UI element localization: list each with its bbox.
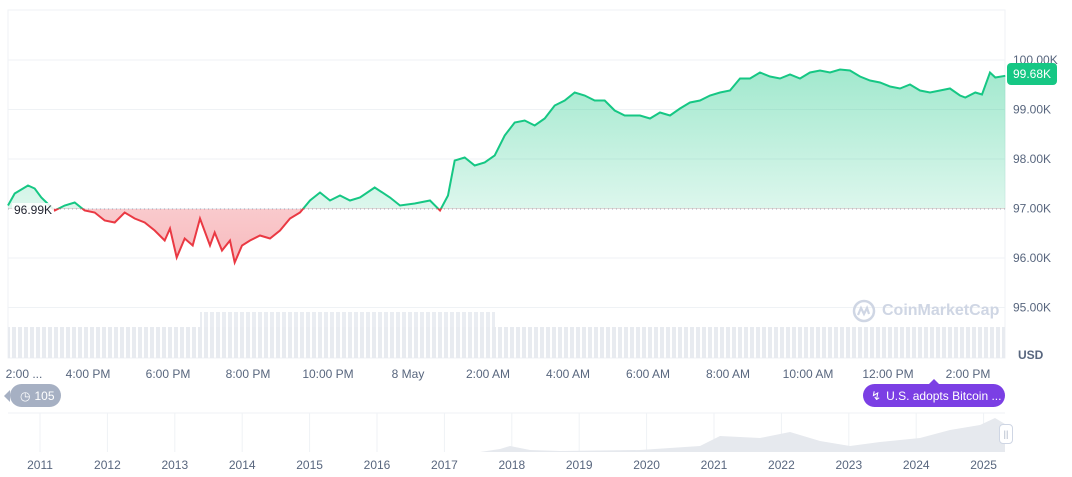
x-tick-label: 12:00 PM (862, 367, 913, 381)
x-tick-label: 6:00 AM (626, 367, 670, 381)
navigator-year-label: 2015 (296, 458, 323, 472)
lightning-icon: ↯ (871, 388, 882, 403)
navigator-year-label: 2011 (27, 458, 53, 472)
navigator-year-label: 2020 (633, 458, 660, 472)
y-tick-label: 97.00K (1013, 202, 1051, 216)
x-tick-label: 8:00 AM (706, 367, 750, 381)
navigator-year-label: 2016 (364, 458, 391, 472)
navigator-year-label: 2023 (835, 458, 862, 472)
navigator-year-label: 2024 (903, 458, 930, 472)
x-tick-label: 8:00 PM (226, 367, 271, 381)
y-tick-label: 98.00K (1013, 152, 1051, 166)
navigator-year-label: 2025 (970, 458, 997, 472)
area-below-baseline (8, 208, 1006, 263)
history-badge[interactable]: ◷ 105 (4, 384, 61, 407)
x-tick-label: 10:00 PM (302, 367, 353, 381)
y-tick-label: 95.00K (1013, 301, 1051, 315)
navigator-year-label: 2021 (701, 458, 728, 472)
x-tick-label: 2:00 ... (6, 367, 43, 381)
currency-label: USD (1018, 348, 1044, 362)
event-badge[interactable]: ↯ U.S. adopts Bitcoin ... (863, 379, 1005, 407)
navigator-year-label: 2019 (566, 458, 593, 472)
y-tick-label: 99.00K (1013, 103, 1051, 117)
coinmarketcap-logo-icon (852, 299, 876, 323)
navigator-area (8, 418, 1005, 452)
current-price-tag: 99.68K (1007, 63, 1057, 85)
navigator-year-label: 2017 (431, 458, 458, 472)
history-count: 105 (34, 388, 55, 403)
price-line-up (7, 68, 1006, 209)
event-label: U.S. adopts Bitcoin ... (886, 388, 1002, 403)
navigator-year-label: 2014 (229, 458, 256, 472)
x-tick-label: 6:00 PM (146, 367, 191, 381)
navigator-year-label: 2012 (94, 458, 121, 472)
coinmarketcap-watermark: CoinMarketCap (852, 299, 999, 323)
watermark-text: CoinMarketCap (882, 302, 1000, 319)
x-tick-label: 4:00 PM (66, 367, 111, 381)
area-above-baseline (8, 69, 1006, 209)
volume-bars (8, 327, 1005, 358)
navigator-drag-handle[interactable]: || (999, 424, 1013, 444)
x-tick-label: 10:00 AM (783, 367, 834, 381)
x-tick-label: 2:00 AM (466, 367, 510, 381)
history-clock-icon: ◷ (20, 388, 31, 403)
price-line-down (51, 208, 443, 266)
baseline-price-label: 96.99K (12, 203, 55, 217)
y-tick-label: 96.00K (1013, 251, 1051, 265)
navigator-year-label: 2022 (768, 458, 795, 472)
x-tick-label: 8 May (392, 367, 425, 381)
navigator-year-label: 2018 (498, 458, 525, 472)
volume-bars-spikes (200, 312, 495, 358)
x-tick-label: 2:00 PM (946, 367, 991, 381)
navigator-year-label: 2013 (161, 458, 188, 472)
x-tick-label: 4:00 AM (546, 367, 590, 381)
